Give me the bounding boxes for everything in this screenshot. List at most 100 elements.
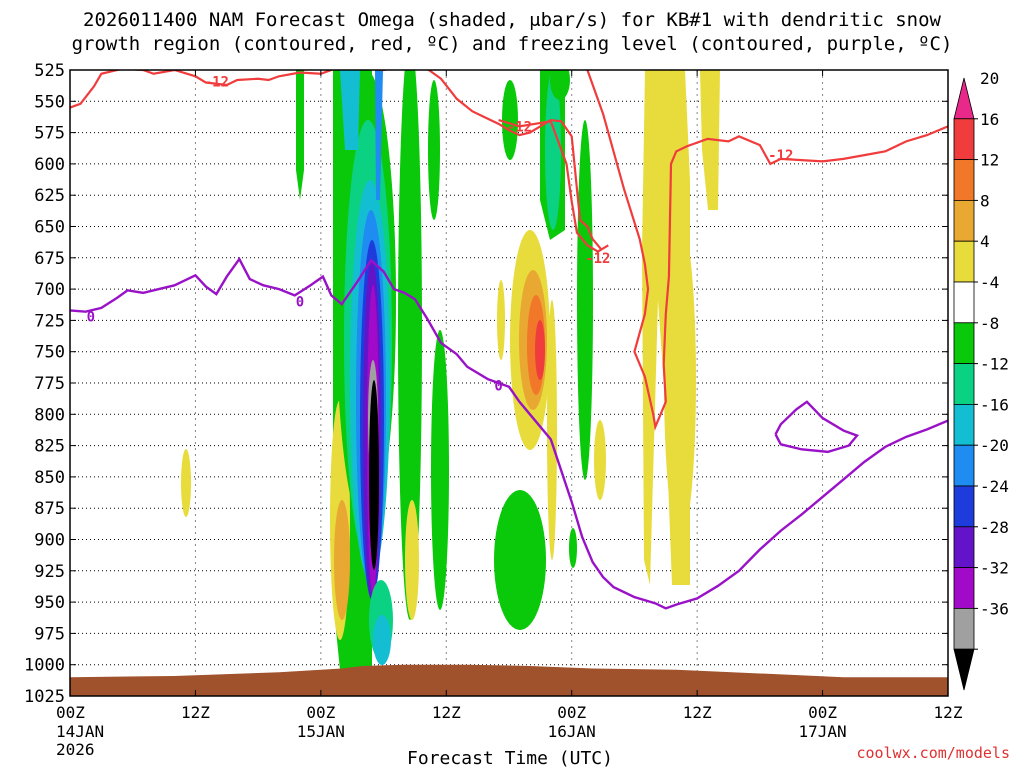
omega-shade-orange	[334, 500, 350, 620]
y-tick-label: 975	[34, 624, 65, 644]
y-tick-label: 1025	[24, 687, 65, 707]
x-axis-label: Forecast Time (UTC)	[407, 748, 613, 768]
x-tick-label: 00Z	[306, 703, 335, 722]
colorbar-swatch	[953, 608, 975, 650]
colorbar-swatch	[953, 648, 975, 691]
omega-shade-red	[535, 320, 545, 380]
x-date-label: 17JAN	[798, 722, 846, 741]
x-tick-label: 12Z	[181, 703, 210, 722]
colorbar-swatch	[953, 363, 975, 405]
credit-watermark[interactable]: coolwx.com/models	[856, 744, 1010, 762]
colorbar-swatch	[953, 281, 975, 324]
contour-label-0C: 0	[494, 379, 502, 395]
y-tick-label: 725	[34, 311, 65, 331]
colorbar-swatch	[953, 199, 975, 242]
omega-shade-yellow	[547, 300, 557, 560]
colorbar-label: -4	[980, 273, 999, 292]
omega-shade-green	[428, 80, 440, 220]
colorbar-label: -36	[980, 599, 1009, 618]
contour-label-minus12C: -12	[585, 251, 610, 267]
omega-shade-yellow	[497, 280, 505, 360]
omega-shade-green	[550, 70, 570, 100]
colorbar-label: -24	[980, 477, 1009, 496]
omega-shade-green	[577, 120, 593, 480]
omega-shade-green	[569, 528, 577, 568]
chart-title-line-1: 2026011400 NAM Forecast Omega (shaded, μ…	[83, 9, 941, 31]
dgz-minus12-contour	[671, 70, 703, 71]
dgz-minus12-contour	[70, 70, 602, 250]
omega-shade-yellow	[405, 500, 419, 620]
y-tick-label: 800	[34, 405, 65, 425]
colorbar-swatch	[953, 567, 975, 609]
omega-shade-black	[369, 380, 379, 570]
y-tick-label: 900	[34, 531, 65, 551]
colorbar-swatch	[953, 240, 975, 283]
colorbar-swatch	[953, 322, 975, 364]
omega-shade-yellow	[664, 220, 696, 540]
y-tick-label: 875	[34, 499, 65, 519]
omega-shade-cyan	[340, 70, 360, 150]
x-year-label: 2026	[56, 740, 95, 759]
colorbar-swatch	[953, 159, 975, 201]
freezing-level-contour	[70, 256, 948, 610]
x-date-label: 16JAN	[548, 722, 596, 741]
chart-title-line-2: growth region (contoured, red, ºC) and f…	[71, 33, 953, 55]
y-tick-label: 575	[34, 124, 65, 144]
contour-label-minus12C: -12	[768, 148, 793, 164]
omega-shade-green	[494, 490, 546, 630]
y-tick-label: 700	[34, 280, 65, 300]
colorbar-swatch	[953, 526, 975, 568]
x-tick-label: 00Z	[557, 703, 586, 722]
colorbar-swatch	[953, 77, 975, 120]
colorbar-swatch	[953, 444, 975, 487]
y-tick-label: 650	[34, 218, 65, 238]
colorbar-swatch	[953, 403, 975, 446]
x-date-label: 14JAN	[56, 722, 104, 741]
omega-shade-green	[431, 330, 449, 610]
dgz-minus12-contour	[498, 119, 609, 253]
colorbar-swatch	[953, 118, 975, 161]
surface-terrain	[70, 664, 948, 696]
contour-label-0C: 0	[87, 310, 95, 326]
omega-shade-blue	[375, 70, 383, 200]
x-tick-label: 00Z	[808, 703, 837, 722]
colorbar-label: 16	[980, 110, 999, 129]
colorbar-label: 12	[980, 151, 999, 170]
omega-shade-green	[502, 80, 518, 160]
y-tick-label: 850	[34, 468, 65, 488]
colorbar-label: -8	[980, 314, 999, 333]
y-tick-label: 1000	[24, 656, 65, 676]
y-tick-label: 775	[34, 374, 65, 394]
y-tick-label: 675	[34, 249, 65, 269]
colorbar-label: 4	[980, 232, 990, 251]
omega-shade-green	[296, 70, 304, 200]
contour-label-0C: 0	[296, 295, 304, 311]
omega-shade-cyan	[373, 615, 391, 665]
colorbar-label: 20	[980, 69, 999, 88]
colorbar-label: -20	[980, 436, 1009, 455]
colorbar-label: -32	[980, 559, 1009, 578]
contour-label-minus12C: -12	[507, 119, 532, 135]
y-tick-label: 550	[34, 92, 65, 112]
x-date-label: 15JAN	[297, 722, 345, 741]
x-tick-label: 12Z	[934, 703, 963, 722]
dgz-minus12-contour	[586, 70, 948, 431]
omega-shade-yellow	[594, 420, 606, 500]
y-tick-label: 950	[34, 593, 65, 613]
omega-shade-yellow	[181, 449, 191, 517]
colorbar-label: -12	[980, 355, 1009, 374]
y-tick-label: 925	[34, 562, 65, 582]
x-tick-label: 12Z	[683, 703, 712, 722]
y-tick-label: 825	[34, 437, 65, 457]
colorbar-label: -16	[980, 395, 1009, 414]
colorbar-label: 8	[980, 191, 990, 210]
colorbar-label: -28	[980, 518, 1009, 537]
y-tick-label: 525	[34, 61, 65, 81]
x-tick-label: 12Z	[432, 703, 461, 722]
omega-shade-green	[398, 70, 422, 620]
x-tick-label: 00Z	[56, 703, 85, 722]
contour-label-minus12C: -12	[204, 74, 229, 90]
y-tick-label: 625	[34, 186, 65, 206]
omega-shade-teal	[545, 70, 561, 230]
